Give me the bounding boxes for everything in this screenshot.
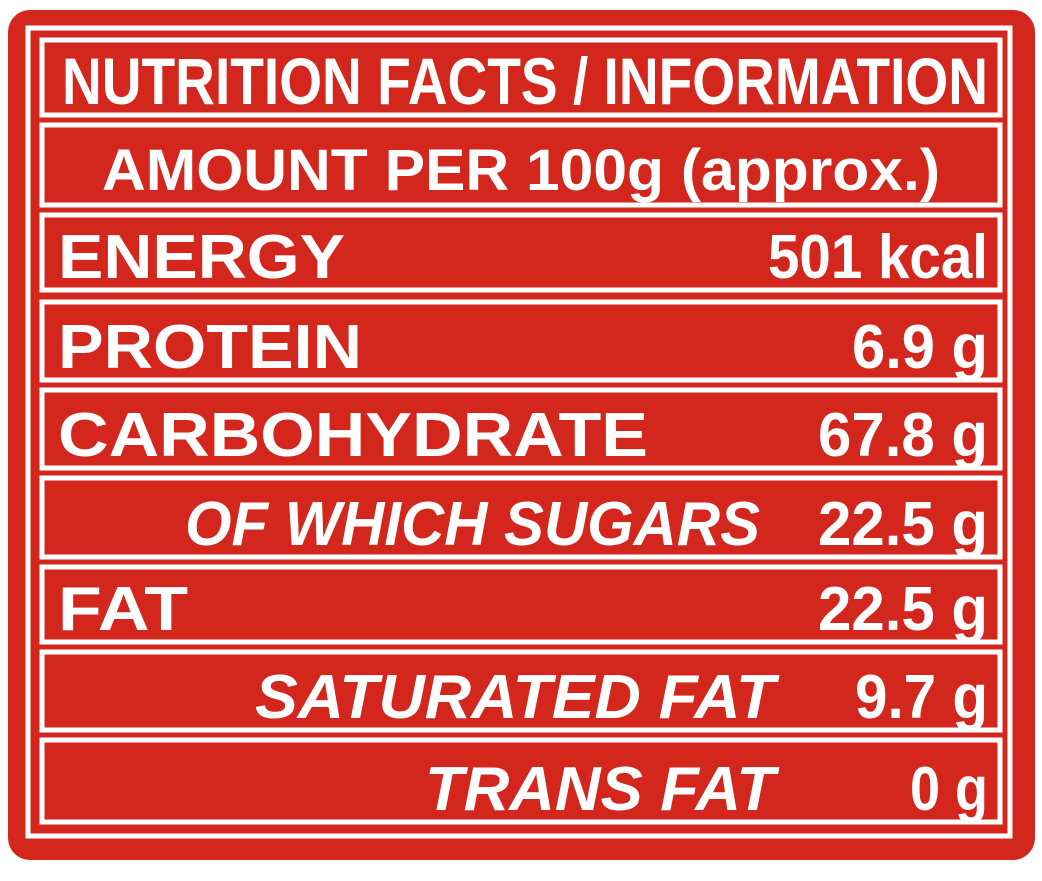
nutrient-label: SATURATED FAT <box>255 663 780 732</box>
nutrient-value: 22.5 g <box>818 575 988 644</box>
subtitle-box <box>39 122 1003 208</box>
nutrient-label: PROTEIN <box>58 313 362 382</box>
nutrient-label: OF WHICH SUGARS <box>185 490 760 559</box>
subtitle: AMOUNT PER 100g (approx.) <box>102 138 940 203</box>
row-box <box>39 564 1003 645</box>
row-box <box>39 475 1003 560</box>
nutrient-label: ENERGY <box>58 223 345 292</box>
nutrient-value: 501 kcal <box>768 223 988 292</box>
outer-border <box>25 25 1013 839</box>
row-box <box>39 737 1003 825</box>
nutrient-value: 67.8 g <box>818 401 988 470</box>
row-box <box>39 649 1003 733</box>
row-box <box>39 212 1003 293</box>
nutrient-label: FAT <box>58 575 188 644</box>
nutrient-value: 6.9 g <box>852 313 988 382</box>
nutrient-value: 0 g <box>910 755 988 824</box>
nutrient-label: CARBOHYDRATE <box>58 401 648 470</box>
row-box <box>39 299 1003 383</box>
row-box <box>39 387 1003 471</box>
nutrient-value: 22.5 g <box>818 490 988 559</box>
nutrient-label: TRANS FAT <box>425 755 780 824</box>
title-box <box>39 37 1003 118</box>
nutrient-value: 9.7 g <box>855 663 988 732</box>
label-background <box>8 10 1035 860</box>
title: NUTRITION FACTS / INFORMATION <box>62 44 988 118</box>
